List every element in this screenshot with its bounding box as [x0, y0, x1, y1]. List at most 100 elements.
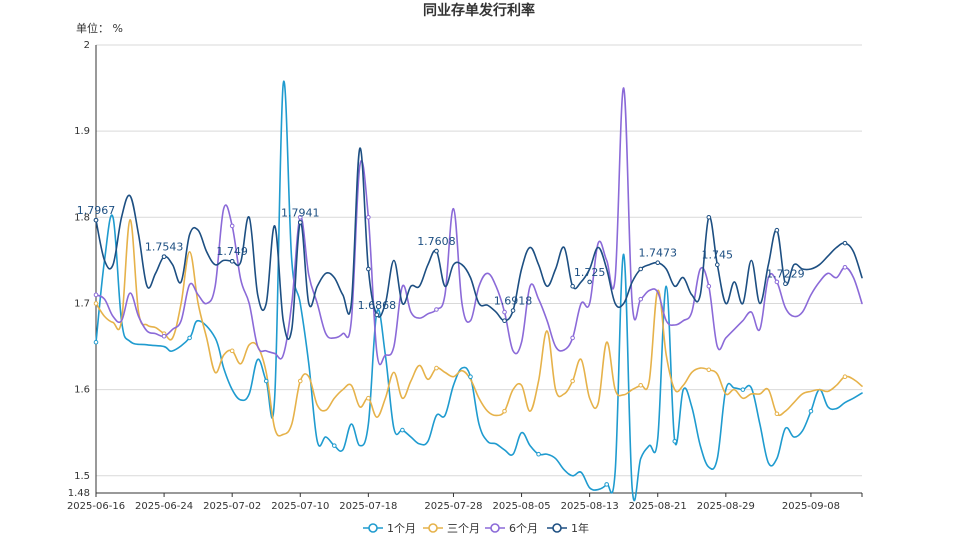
data-point	[187, 335, 192, 341]
x-tick-label: 2025-08-13	[561, 501, 619, 512]
data-point	[842, 264, 848, 270]
x-tick-label: 2025-06-16	[67, 501, 125, 512]
data-point	[93, 292, 99, 298]
labeled-point	[434, 248, 439, 254]
data-point	[706, 367, 712, 373]
legend-item[interactable]: 1年	[547, 521, 589, 535]
labeled-point	[655, 260, 661, 266]
series-line-0	[95, 80, 863, 502]
legend-item[interactable]: 1个月	[363, 522, 416, 535]
labeled-point	[93, 217, 99, 223]
data-label: 1.7473	[638, 247, 677, 260]
labeled-point	[161, 254, 167, 259]
x-tick-label: 2025-08-05	[492, 501, 550, 512]
labeled-point	[715, 262, 720, 267]
x-tick-label: 2025-09-08	[782, 501, 840, 512]
legend-marker	[490, 523, 500, 533]
data-point	[468, 374, 473, 379]
data-label: 1.7967	[77, 204, 116, 217]
x-tick-label: 2025-07-28	[424, 501, 482, 512]
labeled-point	[783, 281, 788, 287]
legend-label: 1年	[571, 521, 589, 535]
legend-marker	[368, 523, 378, 533]
data-point	[434, 365, 439, 371]
data-label: 1.745	[702, 249, 734, 262]
data-label: 1.725	[574, 266, 606, 279]
legend-label: 1个月	[387, 522, 416, 535]
x-tick-label: 2025-07-10	[271, 501, 329, 512]
data-points	[93, 215, 848, 487]
data-label: 1.6868	[358, 299, 397, 312]
data-point	[706, 215, 712, 220]
x-tick-label: 2025-07-02	[203, 501, 261, 512]
legend: 1个月 三个月 6个月 1年	[363, 521, 589, 535]
data-point	[706, 283, 712, 289]
x-tick-label: 2025-08-29	[697, 501, 755, 512]
legend-label: 三个月	[447, 522, 480, 535]
data-point	[263, 378, 269, 384]
data-label: 1.7229	[766, 268, 805, 281]
data-point	[570, 335, 575, 341]
data-label: 1.7543	[145, 241, 184, 254]
data-point	[604, 482, 609, 487]
y-tick-label: 1.9	[74, 126, 90, 137]
data-label: 1.7941	[281, 206, 320, 219]
axes: 1.48 1.5 1.6 1.7 1.8 1.9 2 2025-06-16 2025-06-24…	[67, 40, 863, 512]
labeled-point	[510, 308, 516, 313]
data-point	[502, 309, 507, 315]
labeled-point	[587, 279, 592, 285]
y-tick-label: 1.5	[74, 471, 90, 482]
data-point	[229, 223, 235, 229]
data-point	[774, 279, 780, 285]
data-point	[366, 215, 371, 220]
data-point	[332, 443, 337, 448]
labeled-point	[229, 258, 235, 264]
data-point	[400, 427, 405, 433]
data-point	[638, 296, 644, 302]
labeled-point	[374, 312, 380, 318]
x-tick-label: 2025-08-21	[629, 501, 687, 512]
series-lines	[95, 80, 863, 502]
data-point	[297, 378, 303, 384]
legend-label: 6个月	[509, 522, 538, 535]
data-point	[842, 240, 848, 246]
data-point	[93, 339, 99, 345]
y-tick-label: 1.6	[74, 385, 90, 396]
data-point	[774, 411, 780, 417]
data-point	[502, 318, 507, 323]
y-tick-label: 1.8	[74, 212, 90, 223]
legend-marker	[552, 523, 562, 533]
data-label: 1.6918	[494, 295, 533, 308]
x-tick-label: 2025-07-18	[339, 501, 397, 512]
data-point	[502, 408, 507, 414]
y-tick-label: 1.48	[68, 488, 90, 499]
data-label: 1.7608	[417, 235, 456, 248]
series-line-3	[95, 147, 863, 341]
data-point	[536, 451, 541, 457]
data-point	[229, 348, 235, 354]
data-label: 1.749	[216, 245, 248, 258]
y-tick-label: 2	[84, 40, 90, 51]
series-line-1	[95, 219, 863, 437]
unit-label: 单位： %	[76, 21, 123, 35]
data-point	[570, 378, 575, 384]
data-point	[842, 374, 848, 379]
data-point	[638, 266, 644, 272]
x-tick-label: 2025-06-24	[135, 501, 193, 512]
data-point	[93, 301, 99, 306]
data-point	[366, 395, 371, 401]
data-point	[740, 387, 746, 392]
y-tick-label: 1.7	[74, 298, 90, 309]
data-point	[434, 307, 439, 312]
labeled-point	[297, 220, 303, 225]
data-point	[570, 283, 575, 289]
legend-item[interactable]: 6个月	[485, 522, 538, 535]
legend-item[interactable]: 三个月	[423, 522, 480, 535]
data-point	[638, 383, 644, 388]
data-point	[774, 227, 780, 233]
data-point	[297, 215, 303, 220]
data-point	[672, 439, 678, 444]
series-line-2	[95, 87, 863, 366]
